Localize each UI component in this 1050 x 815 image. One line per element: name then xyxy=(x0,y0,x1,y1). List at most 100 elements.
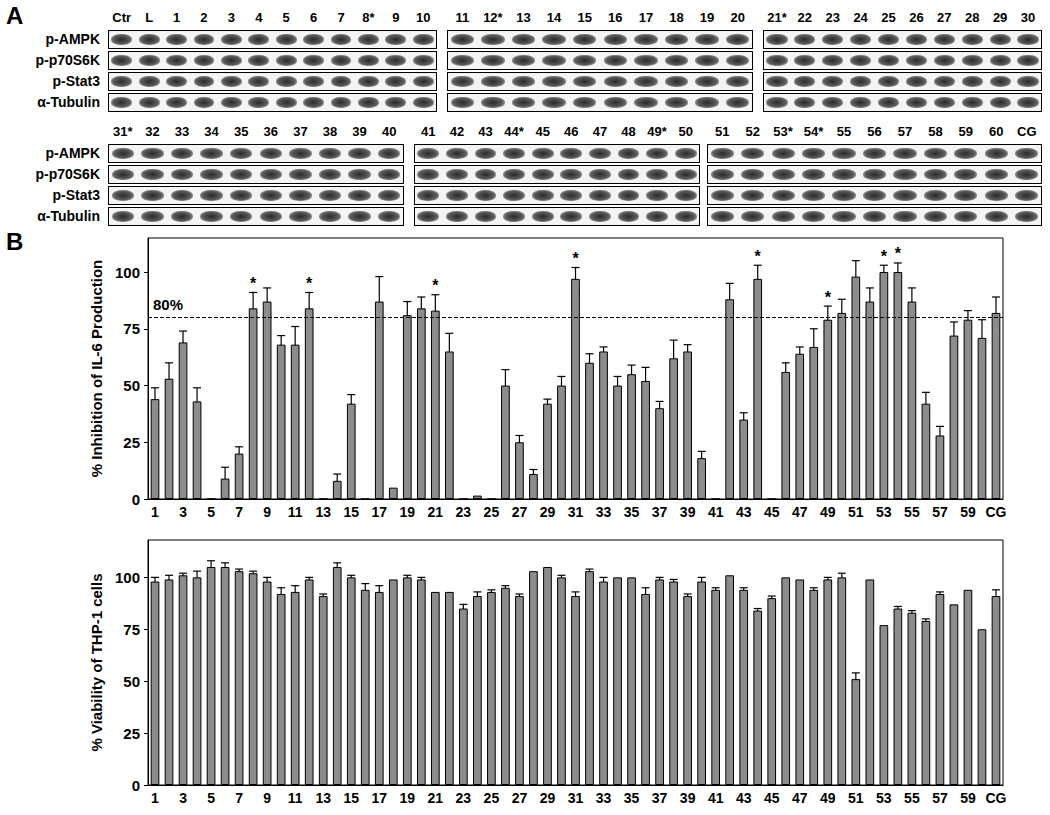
html-text:α-Tubulin: α-Tubulin xyxy=(37,94,100,110)
svg-text:37: 37 xyxy=(652,790,668,806)
svg-text:*: * xyxy=(825,289,832,306)
svg-text:75: 75 xyxy=(123,320,140,337)
html-text:14: 14 xyxy=(546,10,562,25)
html-text:p-Stat3: p-Stat3 xyxy=(52,187,100,203)
svg-text:57: 57 xyxy=(932,790,948,806)
html-text:15: 15 xyxy=(577,10,592,25)
svg-text:7: 7 xyxy=(235,790,243,806)
svg-text:29: 29 xyxy=(540,790,556,806)
svg-text:*: * xyxy=(755,248,762,265)
svg-text:5: 5 xyxy=(207,504,215,520)
svg-text:23: 23 xyxy=(456,790,472,806)
svg-text:% Viability of THP-1 cells: % Viability of THP-1 cells xyxy=(88,573,105,751)
html-text:12*: 12* xyxy=(483,10,503,25)
html-text:p-AMPK: p-AMPK xyxy=(45,145,100,161)
svg-text:47: 47 xyxy=(792,790,808,806)
svg-text:53: 53 xyxy=(876,504,892,520)
svg-text:15: 15 xyxy=(343,504,359,520)
svg-text:0: 0 xyxy=(132,777,140,794)
svg-text:9: 9 xyxy=(263,790,271,806)
svg-text:25: 25 xyxy=(123,725,140,742)
svg-text:37: 37 xyxy=(652,504,668,520)
svg-text:45: 45 xyxy=(764,504,780,520)
html-text:p-Stat3: p-Stat3 xyxy=(52,73,100,89)
svg-text:39: 39 xyxy=(680,790,696,806)
svg-text:57: 57 xyxy=(932,504,948,520)
svg-text:35: 35 xyxy=(624,504,640,520)
svg-text:43: 43 xyxy=(736,790,752,806)
svg-text:*: * xyxy=(432,277,439,294)
svg-text:0: 0 xyxy=(132,491,140,508)
svg-text:1: 1 xyxy=(151,790,159,806)
svg-text:19: 19 xyxy=(400,790,416,806)
svg-text:51: 51 xyxy=(848,790,864,806)
svg-text:49: 49 xyxy=(820,504,836,520)
svg-text:17: 17 xyxy=(371,790,387,806)
svg-text:21: 21 xyxy=(428,790,444,806)
svg-text:39: 39 xyxy=(680,504,696,520)
svg-text:15: 15 xyxy=(343,790,359,806)
svg-text:47: 47 xyxy=(792,504,808,520)
svg-text:55: 55 xyxy=(904,504,920,520)
html-text:α-Tubulin: α-Tubulin xyxy=(37,208,100,224)
svg-text:53: 53 xyxy=(876,790,892,806)
svg-text:55: 55 xyxy=(904,790,920,806)
svg-text:CG: CG xyxy=(985,790,1006,806)
svg-text:% Inhibition of IL-6 Productio: % Inhibition of IL-6 Production xyxy=(88,260,105,477)
svg-text:35: 35 xyxy=(624,790,640,806)
html-text:A: A xyxy=(6,2,24,29)
svg-text:51: 51 xyxy=(848,504,864,520)
svg-text:*: * xyxy=(250,275,257,292)
svg-text:*: * xyxy=(895,245,902,262)
svg-text:23: 23 xyxy=(456,504,472,520)
html-text:p-AMPK: p-AMPK xyxy=(45,31,100,47)
svg-text:25: 25 xyxy=(484,790,500,806)
svg-text:7: 7 xyxy=(235,504,243,520)
svg-text:100: 100 xyxy=(115,264,140,281)
svg-text:13: 13 xyxy=(315,790,331,806)
svg-text:25: 25 xyxy=(123,434,140,451)
svg-text:5: 5 xyxy=(207,790,215,806)
html-text:B: B xyxy=(6,228,24,255)
svg-text:11: 11 xyxy=(288,504,303,520)
svg-text:3: 3 xyxy=(179,790,187,806)
svg-text:59: 59 xyxy=(960,504,976,520)
svg-text:59: 59 xyxy=(960,790,976,806)
svg-text:17: 17 xyxy=(371,504,387,520)
svg-text:9: 9 xyxy=(263,504,271,520)
svg-text:75: 75 xyxy=(123,621,140,638)
svg-text:29: 29 xyxy=(540,504,556,520)
svg-text:3: 3 xyxy=(179,504,187,520)
svg-text:27: 27 xyxy=(512,504,528,520)
svg-text:33: 33 xyxy=(596,790,612,806)
svg-text:80%: 80% xyxy=(153,296,183,313)
svg-text:50: 50 xyxy=(123,673,140,690)
svg-text:1: 1 xyxy=(151,504,159,520)
svg-text:*: * xyxy=(881,248,888,265)
html-text:Ctr: Ctr xyxy=(112,10,132,25)
svg-text:50: 50 xyxy=(123,377,140,394)
svg-text:49: 49 xyxy=(820,790,836,806)
html-text:11: 11 xyxy=(455,10,470,25)
svg-text:19: 19 xyxy=(400,504,416,520)
svg-text:13: 13 xyxy=(315,504,331,520)
svg-text:100: 100 xyxy=(115,569,140,586)
svg-text:33: 33 xyxy=(596,504,612,520)
svg-text:25: 25 xyxy=(484,504,500,520)
svg-text:CG: CG xyxy=(985,504,1006,520)
svg-text:*: * xyxy=(306,275,313,292)
svg-text:45: 45 xyxy=(764,790,780,806)
html-text:13: 13 xyxy=(516,10,531,25)
svg-text:43: 43 xyxy=(736,504,752,520)
svg-text:31: 31 xyxy=(568,504,584,520)
svg-text:11: 11 xyxy=(288,790,303,806)
svg-text:41: 41 xyxy=(708,504,724,520)
html-text:10: 10 xyxy=(416,10,431,25)
html-text:p-p70S6K: p-p70S6K xyxy=(35,52,100,68)
svg-text:*: * xyxy=(572,250,579,267)
svg-text:27: 27 xyxy=(512,790,528,806)
html-text:p-p70S6K: p-p70S6K xyxy=(35,166,100,182)
svg-text:31: 31 xyxy=(568,790,584,806)
svg-text:21: 21 xyxy=(428,504,444,520)
svg-text:41: 41 xyxy=(708,790,724,806)
